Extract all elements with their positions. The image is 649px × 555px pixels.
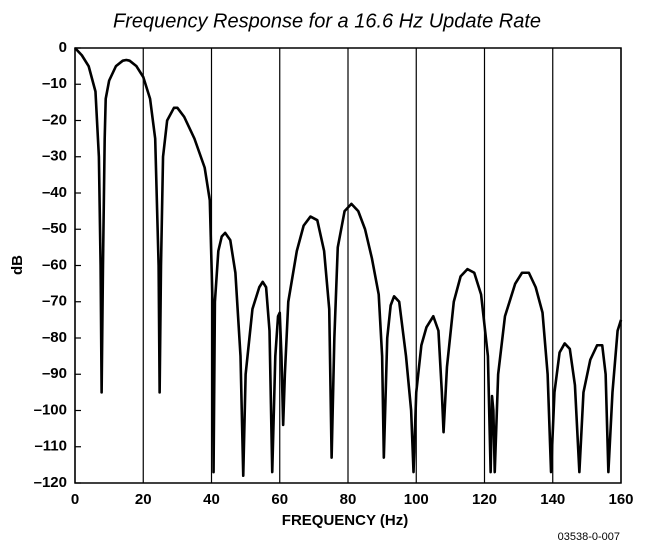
x-tick-label: 120 <box>472 491 497 508</box>
y-tick-label: –90 <box>42 365 67 382</box>
x-tick-label: 40 <box>203 491 220 508</box>
x-tick-label: 0 <box>71 491 79 508</box>
plot-frame <box>74 47 622 484</box>
y-tick-label: –60 <box>42 256 67 273</box>
x-tick-label: 80 <box>340 491 357 508</box>
y-tick-label: –40 <box>42 184 67 201</box>
y-tick-label: –70 <box>42 293 67 310</box>
y-tick-label: –30 <box>42 148 67 165</box>
y-tick-label: –80 <box>42 329 67 346</box>
x-axis-label: FREQUENCY (Hz) <box>282 512 408 529</box>
footnote: 03538-0-007 <box>558 531 620 543</box>
y-tick-label: –10 <box>42 75 67 92</box>
response-line <box>74 47 623 478</box>
x-tick-label: 140 <box>540 491 565 508</box>
y-tick-label: –20 <box>42 111 67 128</box>
x-tick-label: 20 <box>135 491 152 508</box>
x-tick-label: 100 <box>404 491 429 508</box>
y-tick-label: –120 <box>34 474 67 491</box>
y-tick-label: –100 <box>34 401 67 418</box>
y-tick-label: –110 <box>34 438 67 455</box>
x-tick-label: 160 <box>608 491 633 508</box>
x-tick-label: 60 <box>271 491 288 508</box>
y-axis-label: dB <box>9 255 26 275</box>
chart-title: Frequency Response for a 16.6 Hz Update … <box>113 10 541 32</box>
y-tick-label: –50 <box>42 220 67 237</box>
y-tick-label: 0 <box>59 39 67 56</box>
